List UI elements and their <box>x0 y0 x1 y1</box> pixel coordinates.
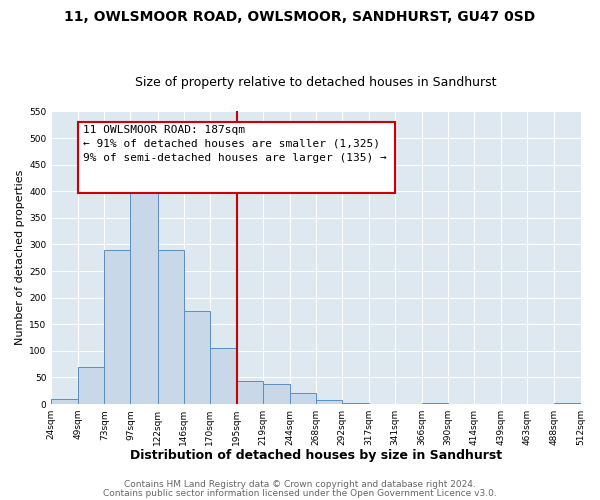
FancyBboxPatch shape <box>78 122 395 194</box>
Bar <box>184 311 209 404</box>
Text: Contains public sector information licensed under the Open Government Licence v3: Contains public sector information licen… <box>103 488 497 498</box>
Bar <box>158 250 184 404</box>
Text: 11 OWLSMOOR ROAD: 187sqm
← 91% of detached houses are smaller (1,325)
9% of semi: 11 OWLSMOOR ROAD: 187sqm ← 91% of detach… <box>83 124 387 162</box>
X-axis label: Distribution of detached houses by size in Sandhurst: Distribution of detached houses by size … <box>130 450 502 462</box>
Bar <box>316 400 342 404</box>
Text: 11, OWLSMOOR ROAD, OWLSMOOR, SANDHURST, GU47 0SD: 11, OWLSMOOR ROAD, OWLSMOOR, SANDHURST, … <box>64 10 536 24</box>
Y-axis label: Number of detached properties: Number of detached properties <box>15 170 25 346</box>
Bar <box>209 348 237 404</box>
Bar <box>422 403 448 404</box>
Text: Contains HM Land Registry data © Crown copyright and database right 2024.: Contains HM Land Registry data © Crown c… <box>124 480 476 489</box>
Bar <box>79 367 104 404</box>
Bar <box>51 399 79 404</box>
Bar <box>104 250 130 404</box>
Title: Size of property relative to detached houses in Sandhurst: Size of property relative to detached ho… <box>135 76 497 90</box>
Bar <box>130 178 158 404</box>
Bar <box>290 394 316 404</box>
Bar <box>263 384 290 404</box>
Bar <box>554 402 581 404</box>
Bar <box>342 403 369 404</box>
Bar <box>237 381 263 404</box>
